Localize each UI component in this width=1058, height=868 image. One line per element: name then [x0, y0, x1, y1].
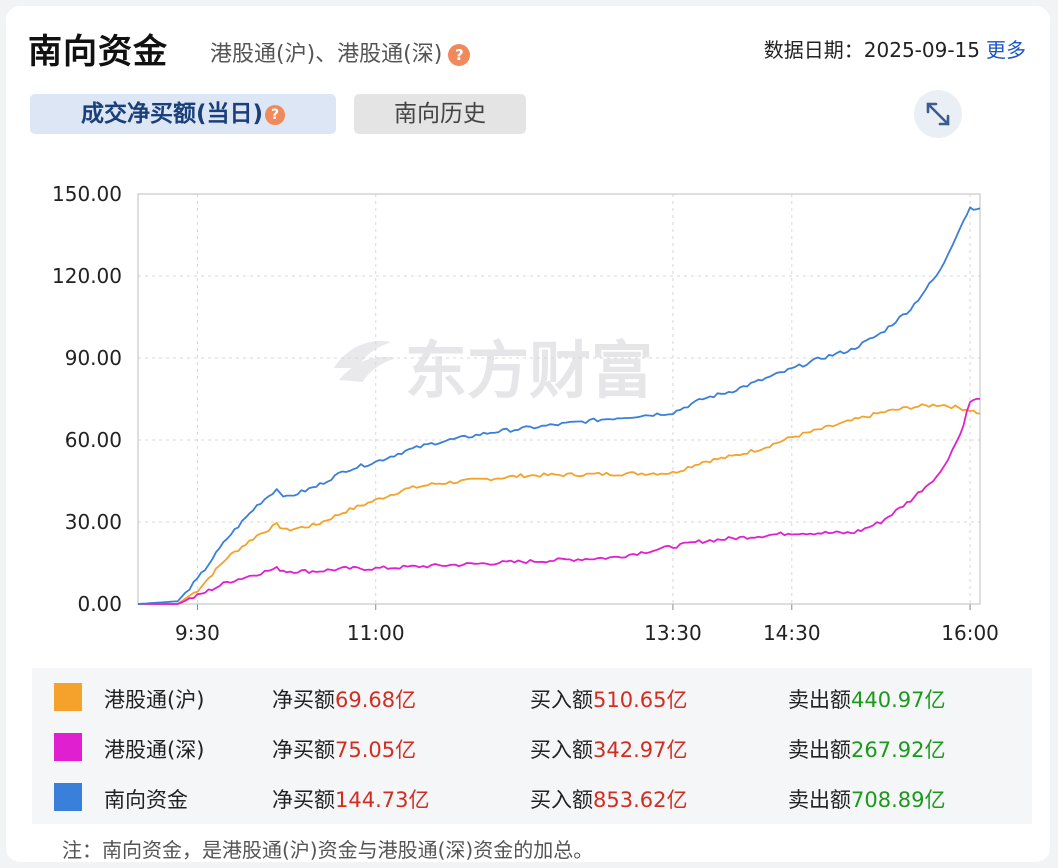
expand-arrows-icon: [926, 102, 950, 126]
buy-amount: 买入额342.97亿: [530, 734, 687, 764]
series-line-0: [138, 403, 981, 605]
tab-southbound-history[interactable]: 南向历史: [354, 94, 526, 134]
y-tick-label: 90.00: [65, 346, 122, 370]
footnote: 注：南向资金，是港股通(沪)资金与港股通(深)资金的加总。: [62, 838, 594, 862]
help-icon[interactable]: ?: [265, 104, 286, 125]
legend-name: 港股通(沪): [104, 688, 205, 712]
sell-value: 267.92亿: [851, 738, 946, 762]
subtitle-text: 港股通(沪)、港股通(深): [210, 42, 443, 67]
buy-value: 510.65亿: [593, 688, 688, 712]
buy-label: 买入额: [530, 738, 593, 762]
more-link[interactable]: 更多: [986, 38, 1026, 62]
x-tick-label: 11:00: [347, 621, 405, 645]
buy-value: 342.97亿: [593, 738, 688, 762]
legend-swatch: [54, 733, 82, 761]
legend-name: 南向资金: [104, 788, 188, 812]
legend-swatch: [54, 783, 82, 811]
net-buy-amount: 净买额75.05亿: [272, 734, 416, 764]
data-date-label: 数据日期：2025-09-15: [763, 38, 980, 62]
sell-amount: 卖出额708.89亿: [788, 784, 945, 814]
y-tick-label: 30.00: [65, 510, 122, 534]
watermark-text: 东方财富: [405, 334, 653, 407]
sell-label: 卖出额: [788, 788, 851, 812]
tab-net-buy-today-label: 成交净买额(当日): [80, 101, 264, 127]
net-buy-value: 75.05亿: [335, 738, 417, 762]
x-tick-label: 13:30: [644, 621, 702, 645]
x-tick-label: 14:30: [763, 621, 821, 645]
sell-amount: 卖出额267.92亿: [788, 734, 945, 764]
legend-swatch: [54, 683, 82, 711]
net-buy-value: 144.73亿: [335, 788, 430, 812]
x-tick-label: 16:00: [941, 621, 999, 645]
tab-net-buy-today[interactable]: 成交净买额(当日)?: [30, 94, 336, 134]
series-line-1: [138, 397, 981, 605]
legend-row-sz: 港股通(深) 净买额75.05亿 买入额342.97亿 卖出额267.92亿: [32, 722, 1032, 772]
net-buy-label: 净买额: [272, 788, 335, 812]
buy-value: 853.62亿: [593, 788, 688, 812]
net-buy-value: 69.68亿: [335, 688, 417, 712]
legend-name: 港股通(深): [104, 738, 205, 762]
legend-panel: 港股通(沪) 净买额69.68亿 买入额510.65亿 卖出额440.97亿 港…: [32, 668, 1032, 824]
expand-button[interactable]: [914, 90, 962, 138]
legend-row-total: 南向资金 净买额144.73亿 买入额853.62亿 卖出额708.89亿: [32, 772, 1032, 822]
net-buy-amount: 净买额69.68亿: [272, 684, 416, 714]
series-line-2: [137, 206, 981, 605]
plot-frame: [137, 193, 981, 605]
chart-series: [137, 206, 981, 605]
buy-label: 买入额: [530, 688, 593, 712]
buy-label: 买入额: [530, 788, 593, 812]
sell-value: 440.97亿: [851, 688, 946, 712]
y-tick-label: 0.00: [77, 592, 122, 616]
subtitle: 港股通(沪)、港股通(深)?: [210, 36, 471, 68]
help-icon[interactable]: ?: [448, 44, 471, 66]
sell-label: 卖出额: [788, 738, 851, 762]
legend-row-sh: 港股通(沪) 净买额69.68亿 买入额510.65亿 卖出额440.97亿: [32, 672, 1032, 722]
net-buy-amount: 净买额144.73亿: [272, 784, 429, 814]
x-tick-label: 9:30: [175, 621, 220, 645]
buy-amount: 买入额510.65亿: [530, 684, 687, 714]
chart-axes: 150.00 120.00 90.00 60.00 30.00 0.00 9:30 11:00…: [52, 182, 999, 645]
page-title: 南向资金: [28, 32, 168, 72]
data-date: 数据日期：2025-09-15 更多: [764, 34, 1026, 63]
net-buy-label: 净买额: [272, 688, 335, 712]
y-tick-label: 60.00: [65, 428, 122, 452]
y-tick-label: 150.00: [52, 182, 122, 206]
sell-label: 卖出额: [788, 688, 851, 712]
y-tick-label: 120.00: [52, 264, 122, 288]
net-buy-label: 净买额: [272, 738, 335, 762]
sell-value: 708.89亿: [851, 788, 946, 812]
buy-amount: 买入额853.62亿: [530, 784, 687, 814]
sell-amount: 卖出额440.97亿: [788, 684, 945, 714]
watermark-logo: 东方财富: [333, 334, 653, 407]
net-buy-line-chart: 东方财富 150.00 120.00 90.00 60.00 30.00 0.00 9:30…: [52, 182, 999, 645]
